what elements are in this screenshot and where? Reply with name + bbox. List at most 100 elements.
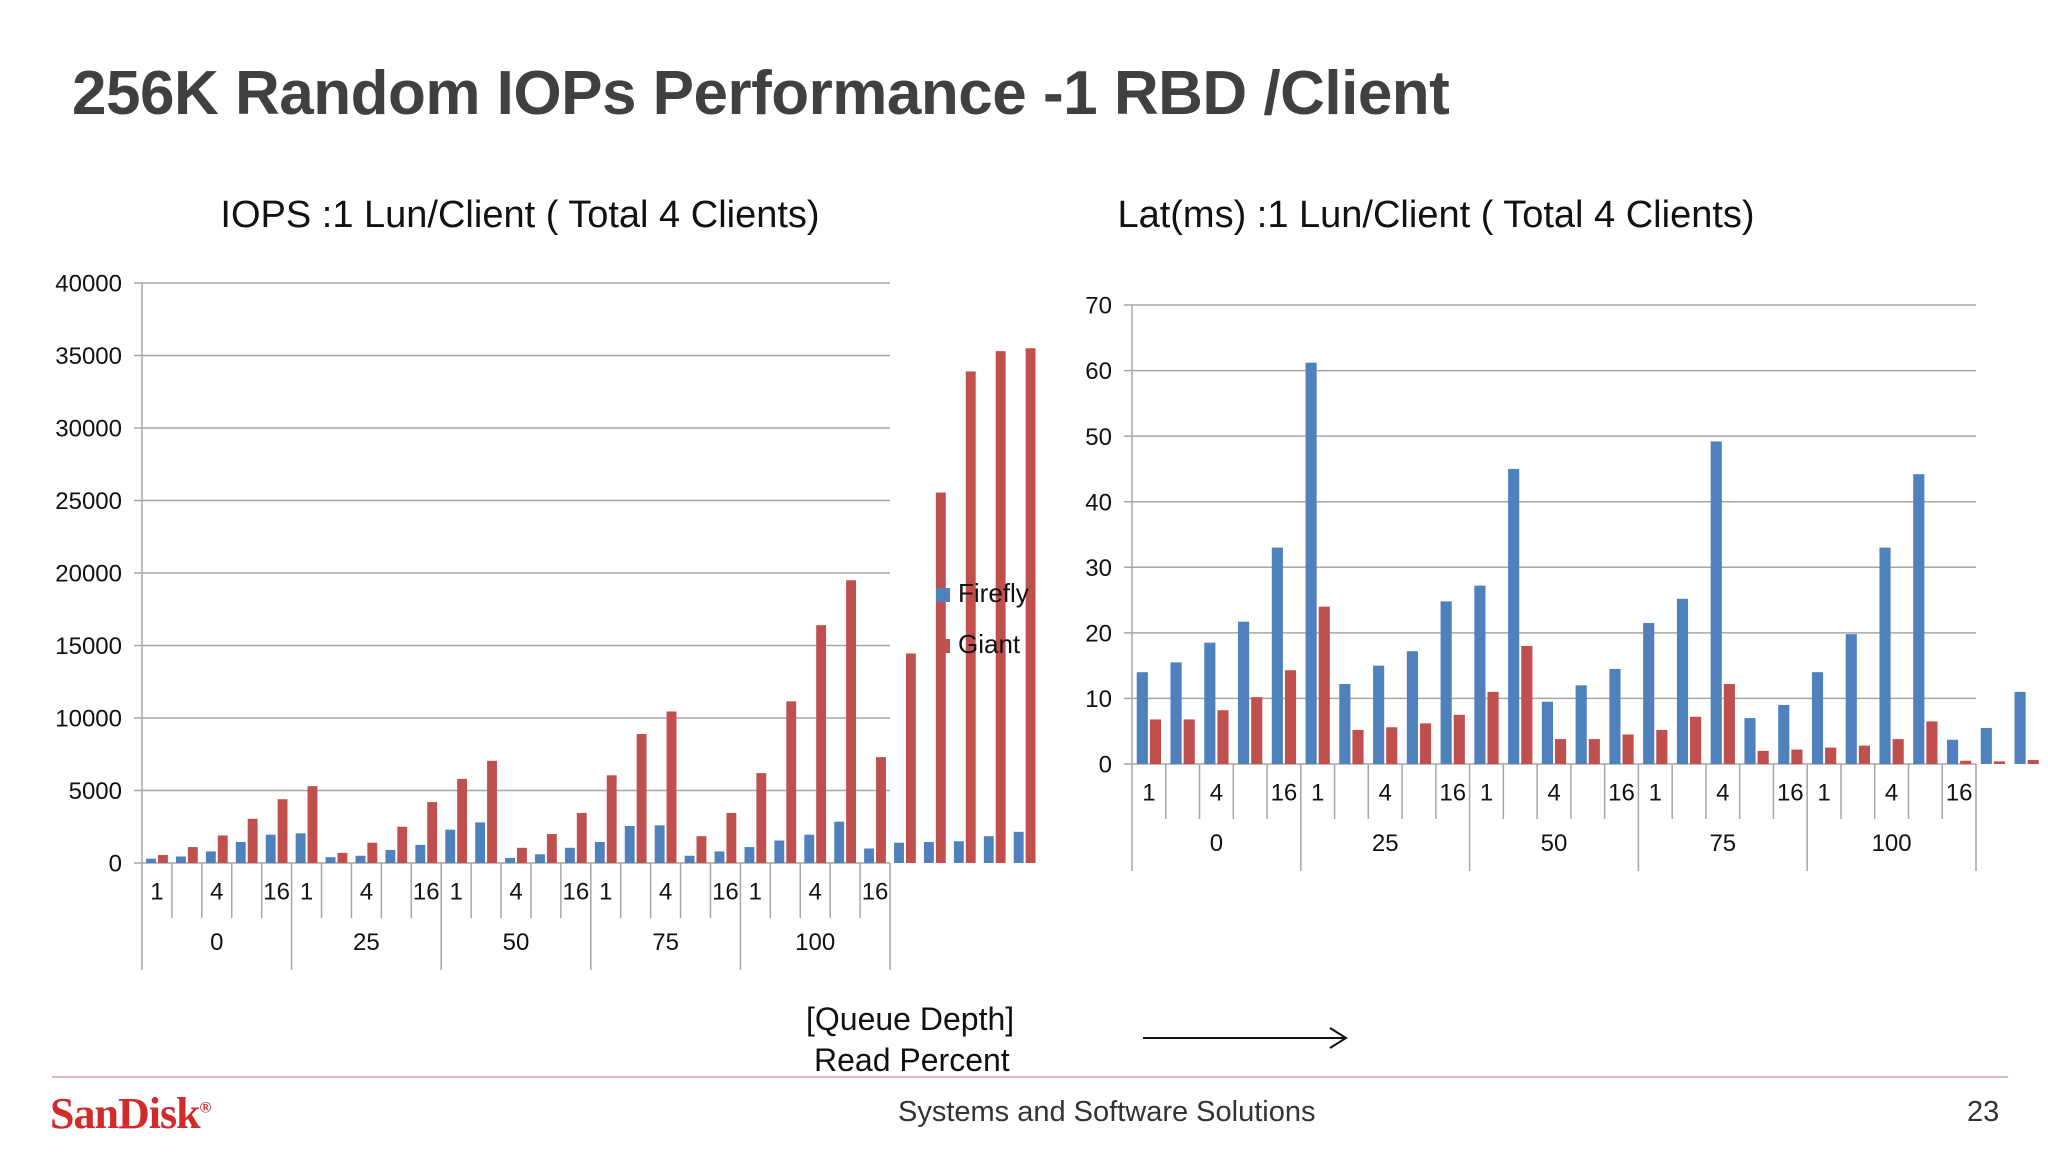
bar-firefly-20	[744, 847, 755, 863]
chart-title: IOPS :1 Lun/Client ( Total 4 Clients)	[220, 194, 819, 236]
queue-depth-label: 1	[300, 878, 313, 905]
y-tick-label: 40000	[55, 271, 122, 298]
read-percent-label: 0	[1210, 830, 1223, 857]
bar-firefly-25	[894, 842, 904, 863]
y-tick-label: 10000	[55, 706, 122, 733]
queue-depth-label: 16	[862, 878, 889, 905]
bar-giant-18	[696, 836, 707, 863]
logo-text: SanDisk	[50, 1089, 201, 1138]
bar-firefly-13	[1575, 685, 1587, 764]
queue-depth-label: 4	[1885, 779, 1898, 806]
bar-firefly-3	[1238, 621, 1250, 764]
bar-firefly-2	[205, 851, 216, 863]
y-tick-label: 5000	[69, 778, 122, 805]
legend-swatch-giant	[936, 639, 950, 653]
bar-giant-8	[397, 826, 408, 863]
bar-firefly-15	[1643, 623, 1655, 764]
bar-giant-24	[1960, 760, 1972, 764]
bar-firefly-5	[295, 833, 306, 863]
bar-firefly-12	[505, 857, 515, 863]
bar-firefly-10	[445, 829, 456, 863]
legend-label-firefly: Firefly	[958, 578, 1029, 608]
y-tick-label: 20	[1085, 620, 1112, 647]
queue-depth-label: 4	[1547, 779, 1560, 806]
bar-giant-25	[905, 653, 916, 863]
queue-depth-label: 1	[599, 878, 612, 905]
bar-firefly-16	[1676, 598, 1689, 764]
bar-firefly-19	[1778, 704, 1790, 764]
bar-giant-4	[1284, 670, 1297, 764]
y-tick-label: 20000	[55, 561, 122, 588]
queue-depth-label: 1	[1817, 779, 1830, 806]
bar-giant-17	[1723, 684, 1735, 764]
bar-firefly-17	[1710, 441, 1722, 764]
bar-giant-9	[1453, 714, 1465, 764]
bar-giant-0	[157, 855, 168, 863]
bar-firefly-1	[1170, 662, 1182, 764]
bar-giant-18	[1757, 750, 1769, 764]
bar-firefly-10	[1474, 585, 1486, 764]
bar-giant-2	[1217, 710, 1229, 764]
bar-firefly-21	[1845, 634, 1857, 764]
bar-giant-21	[1858, 745, 1870, 764]
y-tick-label: 0	[1099, 752, 1112, 779]
bar-firefly-6	[325, 857, 336, 863]
bar-giant-5	[1318, 606, 1330, 764]
bar-giant-23	[846, 580, 856, 863]
bar-giant-6	[1352, 729, 1364, 764]
read-percent-label: 50	[1541, 830, 1568, 857]
bar-giant-20	[1825, 747, 1837, 764]
bar-giant-19	[726, 812, 737, 863]
bar-firefly-2	[1204, 642, 1216, 764]
bar-firefly-7	[1373, 665, 1385, 764]
bar-giant-11	[487, 760, 497, 863]
bar-firefly-8	[1406, 651, 1418, 764]
bar-giant-15	[1656, 729, 1668, 764]
bar-firefly-25	[1980, 727, 1992, 764]
queue-depth-label: 1	[150, 878, 163, 905]
bar-giant-23	[1926, 721, 1938, 764]
queue-depth-label: 4	[360, 878, 373, 905]
bar-firefly-9	[1440, 601, 1452, 764]
read-percent-label: 50	[503, 929, 530, 956]
y-tick-label: 15000	[55, 633, 122, 660]
bar-giant-5	[307, 786, 318, 863]
bar-firefly-20	[1811, 672, 1824, 764]
bar-giant-16	[1690, 716, 1702, 764]
bar-firefly-29	[1013, 831, 1024, 863]
queue-depth-label: 16	[1271, 779, 1298, 806]
logo-mark: ®	[199, 1099, 212, 1117]
y-tick-label: 0	[109, 851, 122, 878]
bar-firefly-9	[415, 844, 426, 863]
queue-depth-label: 1	[1649, 779, 1662, 806]
bar-firefly-0	[146, 858, 156, 863]
bar-giant-26	[2027, 760, 2039, 764]
bar-giant-17	[666, 711, 677, 863]
y-tick-label: 50	[1085, 424, 1112, 451]
bar-giant-11	[1521, 645, 1533, 764]
y-tick-label: 35000	[55, 343, 122, 370]
bar-giant-24	[876, 757, 886, 863]
queue-depth-label: 16	[263, 878, 290, 905]
queue-depth-label: 1	[1480, 779, 1493, 806]
queue-depth-label: 4	[509, 878, 522, 905]
legend-swatch-firefly	[936, 588, 950, 602]
footer-text: Systems and Software Solutions	[898, 1096, 1316, 1128]
bar-firefly-11	[475, 822, 486, 863]
bar-firefly-17	[654, 825, 665, 863]
page-number: 23	[1967, 1096, 2000, 1128]
bar-giant-25	[1993, 761, 2006, 764]
slide-title: 256K Random IOPs Performance -1 RBD /Cli…	[72, 59, 1450, 128]
queue-depth-label: 1	[749, 878, 762, 905]
read-percent-label: 0	[210, 929, 223, 956]
bar-firefly-14	[564, 847, 575, 863]
bar-giant-9	[427, 802, 438, 863]
bar-giant-19	[1791, 749, 1803, 764]
queue-depth-label: 16	[712, 878, 739, 905]
bar-giant-22	[816, 625, 827, 863]
read-percent-label: 25	[1372, 830, 1399, 857]
bar-giant-13	[546, 834, 557, 863]
bar-giant-1	[187, 847, 198, 863]
bar-giant-3	[247, 818, 258, 863]
bar-giant-12	[1555, 739, 1567, 764]
